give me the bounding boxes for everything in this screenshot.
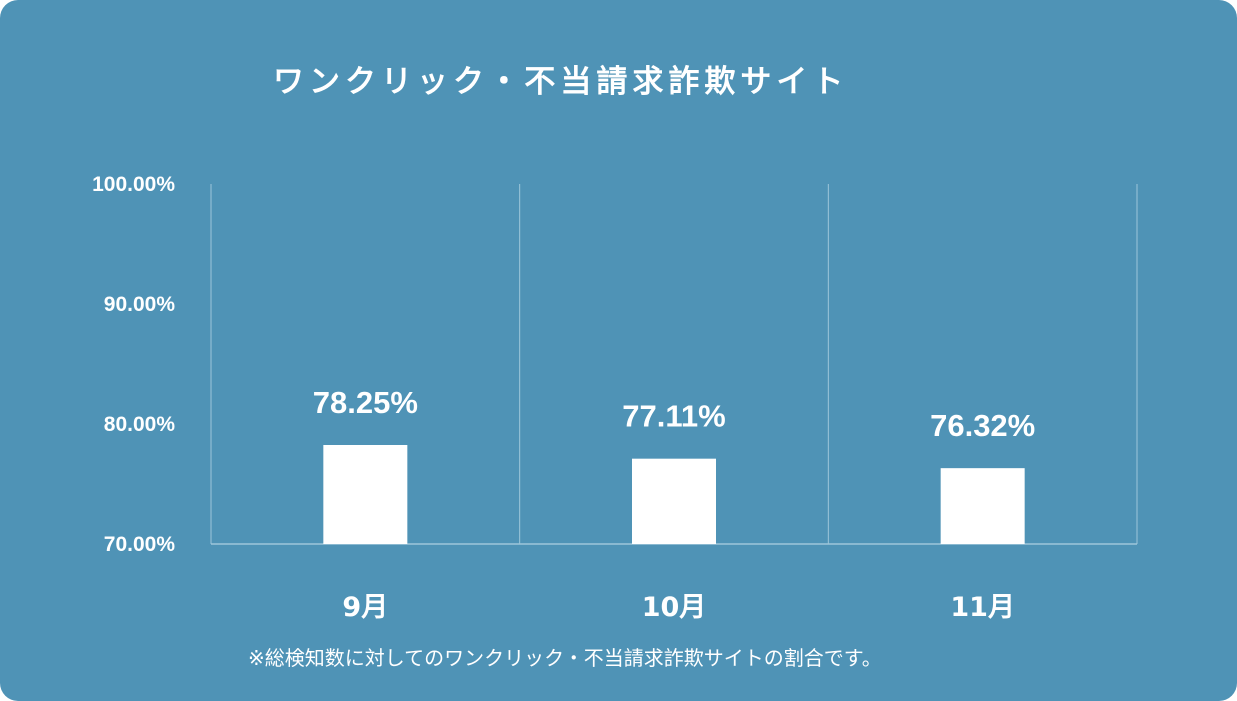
x-tick-label: 11月 (950, 592, 1015, 623)
x-tick-label: 9月 (342, 592, 388, 623)
bar (632, 458, 716, 544)
chart-title: ワンクリック・不当請求詐欺サイト (273, 64, 849, 100)
bar (940, 468, 1025, 544)
y-tick-label: 90.00% (104, 293, 176, 316)
x-tick-label: 10月 (642, 592, 707, 623)
y-tick-label: 70.00% (104, 533, 176, 556)
bar (323, 445, 408, 544)
data-label: 76.32% (930, 408, 1035, 443)
data-label: 78.25% (313, 385, 418, 420)
data-label: 77.11% (622, 399, 725, 434)
y-tick-label: 80.00% (104, 413, 176, 436)
y-tick-label: 100.00% (92, 173, 175, 196)
chart-footnote: ※総検知数に対してのワンクリック・不当請求詐欺サイトの割合です。 (248, 646, 882, 670)
